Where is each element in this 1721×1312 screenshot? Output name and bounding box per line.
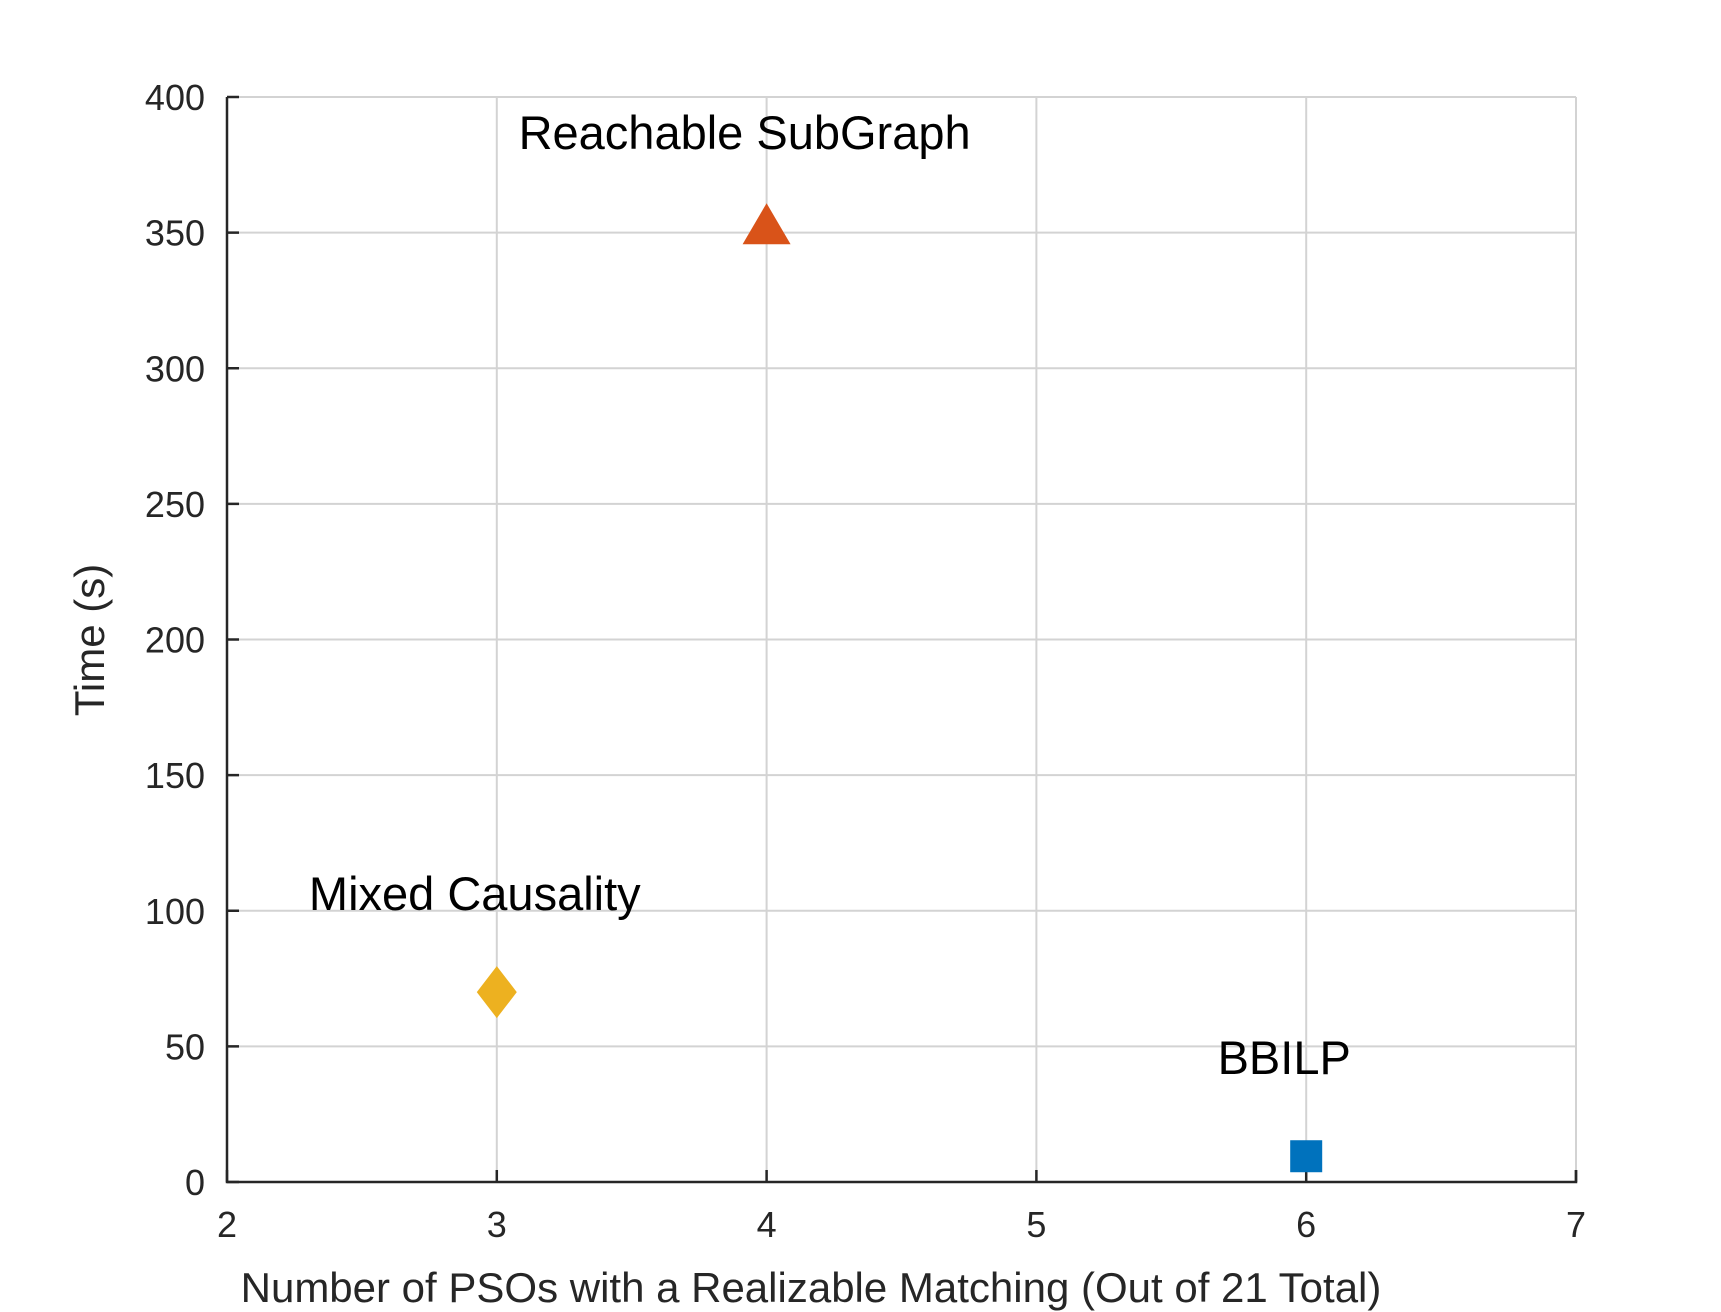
x-tick-label: 3 xyxy=(487,1204,507,1245)
y-tick-labels: 0 50 100 150 200 250 300 350 400 xyxy=(145,77,205,1203)
x-tick-label: 5 xyxy=(1026,1204,1046,1245)
y-tick-label: 150 xyxy=(145,755,205,796)
point-label: Reachable SubGraph xyxy=(519,106,971,159)
y-tick-label: 350 xyxy=(145,213,205,254)
y-tick-label: 300 xyxy=(145,348,205,389)
grid-lines xyxy=(226,96,1577,1183)
tick-marks xyxy=(225,95,1578,1184)
x-tick-label: 6 xyxy=(1296,1204,1316,1245)
y-tick-label: 50 xyxy=(165,1026,205,1067)
point-label: BBILP xyxy=(1218,1031,1351,1084)
y-tick-label: 250 xyxy=(145,484,205,525)
x-axis-label: Number of PSOs with a Realizable Matchin… xyxy=(241,1264,1382,1311)
point-reachable-subgraph xyxy=(742,203,791,245)
y-tick-label: 400 xyxy=(145,77,205,118)
data-points xyxy=(476,203,1323,1173)
point-annotations: BBILP Reachable SubGraph Mixed Causality xyxy=(309,106,1351,1084)
point-label: Mixed Causality xyxy=(309,867,641,920)
y-axis-label: Time (s) xyxy=(66,564,113,716)
point-mixed-causality xyxy=(476,966,517,1019)
x-tick-labels: 2 3 4 5 6 7 xyxy=(217,1204,1586,1245)
x-tick-label: 2 xyxy=(217,1204,237,1245)
point-bbilp xyxy=(1290,1140,1323,1173)
y-tick-label: 100 xyxy=(145,891,205,932)
y-tick-label: 0 xyxy=(185,1162,205,1203)
x-tick-label: 4 xyxy=(757,1204,777,1245)
x-tick-label: 7 xyxy=(1566,1204,1586,1245)
y-tick-label: 200 xyxy=(145,620,205,661)
